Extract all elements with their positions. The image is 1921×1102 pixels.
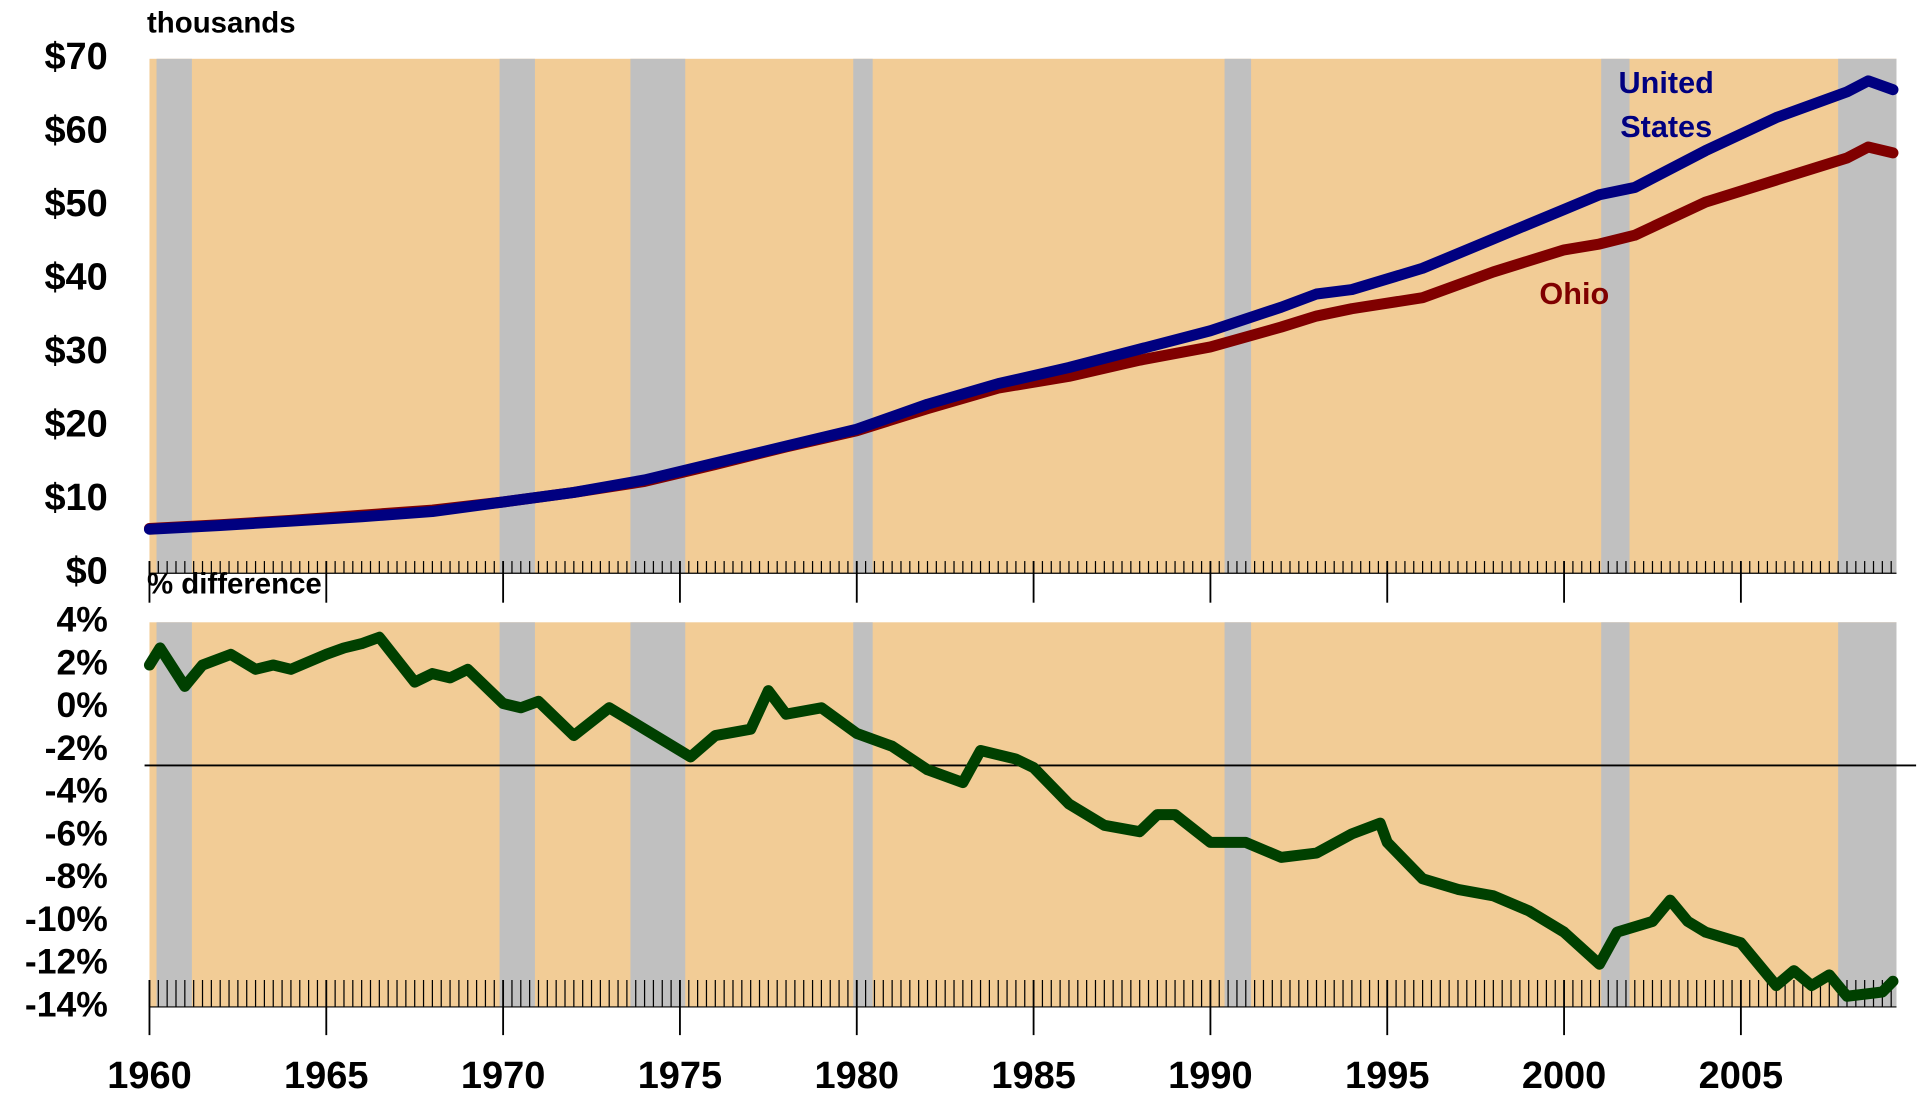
y-tick-label: -8% (45, 856, 108, 896)
y-tick-label: $50 (44, 183, 107, 225)
x-tick-label: 1975 (638, 1055, 722, 1097)
x-tick-label: 2000 (1522, 1055, 1606, 1097)
recession-band (853, 622, 873, 1007)
series-line (143, 631, 1899, 1002)
y-tick-label: -14% (25, 984, 108, 1024)
x-tick-label: 1990 (1168, 1055, 1252, 1097)
y-tick-label: $70 (44, 36, 107, 78)
y-tick-label: 0% (56, 685, 107, 725)
y-tick-label: $60 (44, 109, 107, 151)
x-tick-label: 1960 (107, 1055, 191, 1097)
recession-band (1601, 58, 1630, 574)
x-tick-label: 1970 (461, 1055, 545, 1097)
y-tick-label: -4% (45, 771, 108, 811)
y-axis-label: % difference (147, 567, 322, 600)
recession-band (630, 58, 686, 574)
series-line (143, 75, 1899, 535)
x-tick-label: 2005 (1699, 1055, 1783, 1097)
series-label-text: United States (1618, 66, 1714, 145)
y-tick-label: $10 (44, 477, 107, 519)
y-tick-label: $40 (44, 256, 107, 298)
recession-band (1224, 622, 1252, 1007)
series-label: Ohio (1539, 276, 1610, 312)
x-tick-label: 1965 (284, 1055, 368, 1097)
y-tick-label: $30 (44, 330, 107, 372)
y-tick-label: $0 (66, 550, 108, 592)
x-tick-label: 1980 (815, 1055, 899, 1097)
series-label: United States (1618, 66, 1714, 145)
recession-band (630, 622, 686, 1007)
recession-band (499, 622, 535, 1007)
x-tick-label: 1995 (1345, 1055, 1429, 1097)
y-tick-label: 2% (56, 642, 107, 682)
recession-band (1838, 622, 1897, 1007)
x-tick-label: 1985 (991, 1055, 1075, 1097)
y-tick-label: $20 (44, 403, 107, 445)
y-tick-label: -12% (25, 942, 108, 982)
y-tick-label: -10% (25, 899, 108, 939)
series-label-text: Ohio (1539, 276, 1610, 312)
y-tick-label: -2% (45, 728, 108, 768)
recession-band (853, 58, 873, 574)
y-axis-label: thousands (147, 6, 296, 39)
y-tick-label: 4% (56, 600, 107, 640)
recession-band (1838, 58, 1897, 574)
recession-band (156, 58, 192, 574)
y-tick-label: -6% (45, 813, 108, 853)
recession-band (499, 58, 535, 574)
